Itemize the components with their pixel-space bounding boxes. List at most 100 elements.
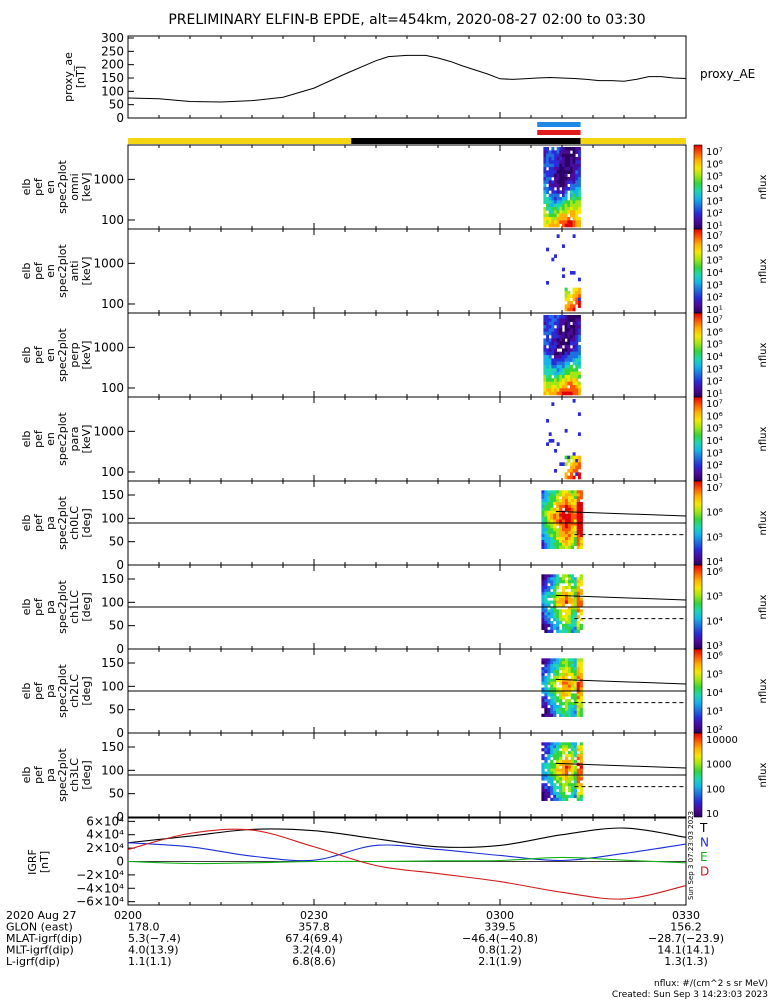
en_omni-cell [556,200,560,204]
pa_ch0-cell [556,539,560,544]
pa_ch0-cell [579,528,583,532]
en_perp-cell [567,355,571,359]
en_anti-cell [567,301,571,305]
en_omni-cell [569,213,573,218]
pa_ch3-cell [564,771,569,775]
en_perp-cell [562,375,565,379]
en_perp-cell [556,321,560,326]
en_perp-ylabel-line: perp [68,342,81,367]
pa_ch2-cell [579,684,583,688]
en_perp-cell [543,325,547,329]
en_anti-cell [567,307,571,312]
pa_ch0-cell [544,539,548,544]
pa_ch2-cell [541,690,545,694]
pa_ch3-cell [576,786,580,790]
en_omni-cell [543,150,547,154]
en_omni-cell [564,173,568,178]
en_para-frame [127,396,687,482]
pa_ch0-cell [564,496,569,500]
pa_ch3-cell [544,783,548,787]
en_omni-cell [562,193,565,198]
en_anti-cell [546,247,550,252]
pa_ch1-cell [564,618,569,622]
en_perp-cell [551,341,555,346]
en_perp-cell [551,338,555,342]
en_perp-cell [564,355,568,359]
pa_ch3-cell [550,791,554,796]
en_omni-cell [575,160,579,164]
en_perp-cell [551,351,555,356]
pa_ch1-cell [576,588,580,593]
en_omni-cell [559,177,563,181]
en_perp-cell [548,371,552,376]
pa_ch3-cell [567,777,572,781]
pa_ch2-cell [544,661,548,665]
pa_ch3-cell [550,748,554,752]
pa_ch3-cell [556,771,560,775]
en_perp-cell [551,371,555,376]
pa_ch0-cell [564,513,569,517]
pa_ch0-cell [547,534,551,538]
pa_ch0-cell [567,490,572,494]
pa_ch3-ylabel-line: pef [32,765,45,784]
en_perp-cell [556,331,560,336]
en_anti-cell [569,301,573,305]
pa_ch3-colorbar-label: 100 [706,784,725,795]
en_omni-cell [572,187,576,191]
en_perp-cell [546,315,550,319]
pa_ch3-cell [559,780,563,784]
pa_ch3-cell [544,771,548,775]
igrf-ytick-label: 6×10⁴ [86,814,124,828]
pa_ch2-cell [547,661,551,665]
en_perp-cell [546,391,550,396]
en_omni-cell [551,217,555,221]
en_para-cell [575,455,579,460]
en_perp-cell [559,341,563,346]
en_omni-cell [551,213,555,218]
en_perp-cell [572,381,576,386]
pa_ch3-cell [562,786,566,790]
pa_ch1-cell [567,612,572,616]
pa_ch0-cell [562,531,566,535]
pa_ch2-cell [541,687,545,691]
pa_ch2-cell [556,672,560,677]
pa_ch2-cell [576,667,580,671]
en_omni-cell [562,157,565,161]
en_omni-cell [556,197,560,201]
en_omni-cell [572,177,576,181]
igrf-legend-N: N [700,836,709,850]
pa_ch1-cell [570,588,575,593]
en_omni-cell [554,157,557,161]
pa_ch0-cell [553,516,557,520]
pa_ch1-cell [567,594,572,598]
pa_ch0-cell [544,525,548,529]
en_perp-cell [562,371,565,376]
pa_ch1-cell [556,574,560,578]
en_omni-cell [559,180,563,184]
pa_ch1-cell [556,612,560,616]
en_omni-cell [567,157,571,161]
en_omni-cell [551,157,555,161]
pa_ch0-cell [564,534,569,538]
pa_ch0-cell [564,516,569,520]
en_omni-cell [554,183,557,188]
pa_ch3-cell [544,742,548,746]
pa_ch3-cell [556,774,560,778]
en_anti-cell [564,307,568,312]
pa_ch2-cell [576,710,580,715]
pa_ch1-colorbar-title: nflux [758,594,769,619]
pa_ch1-cell [579,583,583,587]
en_omni-cell [559,183,563,188]
igrf-series-T [127,827,687,848]
pa_ch1-cell [544,606,548,610]
en_omni-cell [551,183,555,188]
en_omni-cell [562,167,565,171]
pa_ch1-ytick-label: 100 [101,595,124,609]
pa_ch0-cell [556,502,560,506]
pa_ch0-cell [579,537,583,541]
footer-cell: 6.8(8.6) [292,955,336,968]
pa_ch3-cell [564,754,569,758]
en_perp-cell [572,351,576,356]
pa_ch0-cell [547,531,551,535]
ae-ylabel-line: [nT] [74,66,87,88]
